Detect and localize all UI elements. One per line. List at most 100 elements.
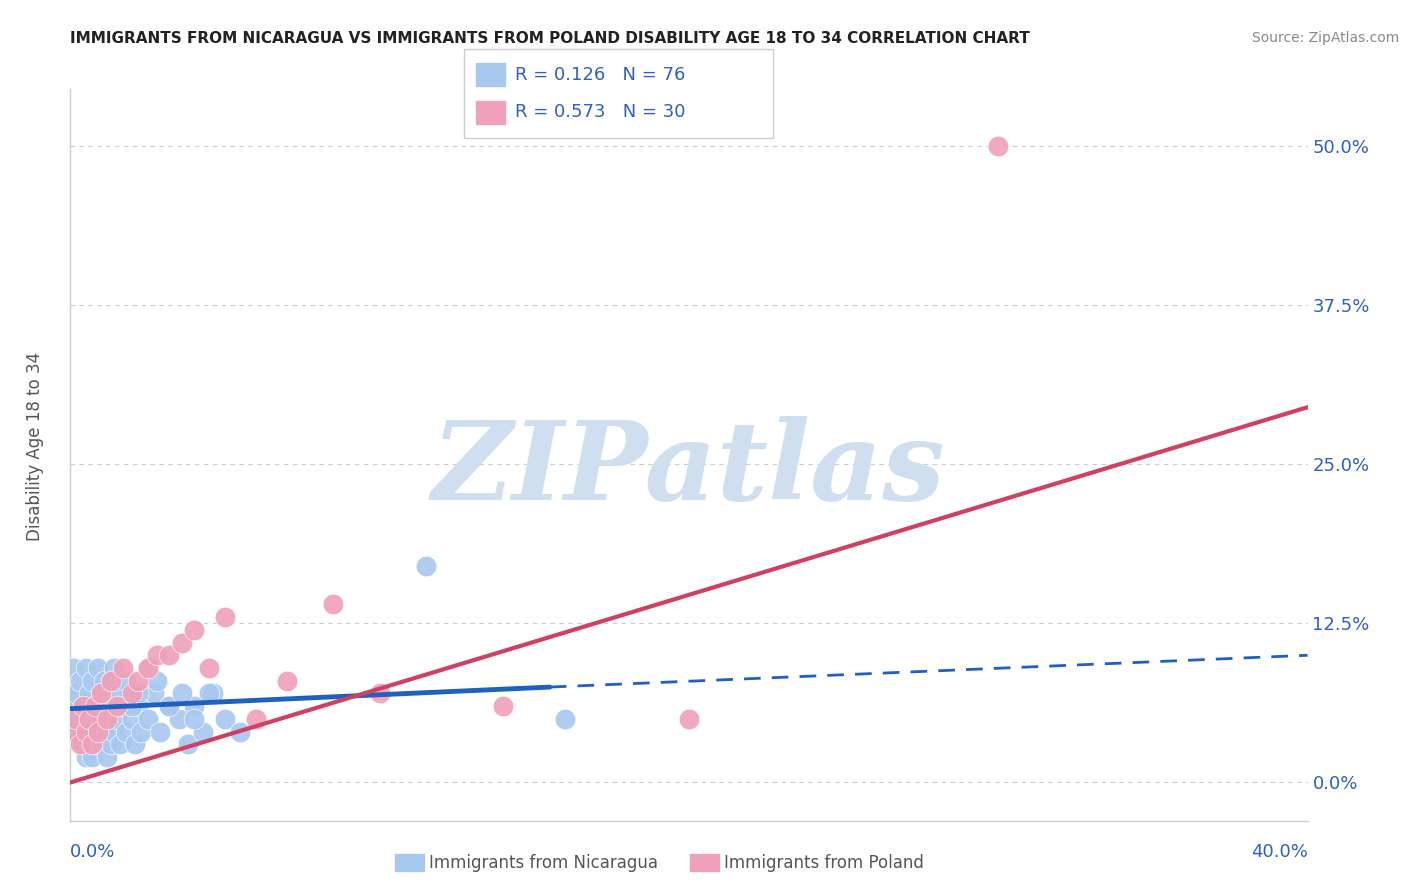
Point bbox=[415, 559, 437, 574]
Point bbox=[245, 712, 267, 726]
Point bbox=[170, 686, 193, 700]
Point bbox=[75, 724, 97, 739]
Point bbox=[146, 648, 169, 663]
Point bbox=[136, 712, 159, 726]
Point bbox=[72, 699, 94, 714]
Point bbox=[69, 724, 91, 739]
Point bbox=[105, 699, 128, 714]
Text: 40.0%: 40.0% bbox=[1251, 843, 1308, 861]
Point bbox=[322, 598, 344, 612]
Text: R = 0.126   N = 76: R = 0.126 N = 76 bbox=[515, 66, 685, 84]
Point bbox=[84, 737, 107, 751]
Point bbox=[93, 673, 115, 688]
Point bbox=[90, 699, 112, 714]
Point bbox=[103, 661, 125, 675]
Point bbox=[96, 712, 118, 726]
Point bbox=[62, 724, 84, 739]
Point bbox=[121, 699, 143, 714]
Point bbox=[84, 699, 107, 714]
Point bbox=[77, 737, 100, 751]
Point bbox=[65, 712, 87, 726]
Point bbox=[108, 686, 131, 700]
Point bbox=[93, 724, 115, 739]
Point bbox=[100, 673, 122, 688]
Point bbox=[492, 699, 515, 714]
Point bbox=[108, 737, 131, 751]
Point bbox=[90, 686, 112, 700]
Point bbox=[87, 661, 110, 675]
Point bbox=[77, 712, 100, 726]
Point bbox=[124, 737, 146, 751]
Point bbox=[167, 712, 190, 726]
Point bbox=[136, 661, 159, 675]
Point bbox=[103, 724, 125, 739]
Point bbox=[987, 139, 1010, 153]
Point bbox=[111, 699, 134, 714]
Point bbox=[183, 699, 205, 714]
Point bbox=[84, 699, 107, 714]
Point bbox=[554, 712, 576, 726]
Point bbox=[96, 750, 118, 764]
Point bbox=[96, 699, 118, 714]
Point bbox=[678, 712, 700, 726]
Point bbox=[276, 673, 298, 688]
Point bbox=[214, 712, 236, 726]
Point bbox=[87, 724, 110, 739]
Point bbox=[157, 648, 180, 663]
Point bbox=[75, 724, 97, 739]
Point bbox=[80, 737, 103, 751]
Point bbox=[80, 724, 103, 739]
Point bbox=[136, 661, 159, 675]
Point bbox=[105, 712, 128, 726]
Point bbox=[183, 623, 205, 637]
Point bbox=[69, 673, 91, 688]
Text: Immigrants from Nicaragua: Immigrants from Nicaragua bbox=[429, 854, 658, 871]
Point bbox=[229, 724, 252, 739]
Point bbox=[146, 673, 169, 688]
Point bbox=[69, 686, 91, 700]
Point bbox=[193, 724, 215, 739]
Point bbox=[90, 737, 112, 751]
Point bbox=[100, 699, 122, 714]
Point bbox=[177, 737, 200, 751]
Point bbox=[72, 686, 94, 700]
Point bbox=[62, 724, 84, 739]
Point bbox=[87, 724, 110, 739]
Point bbox=[368, 686, 391, 700]
Point bbox=[75, 750, 97, 764]
Point bbox=[65, 686, 87, 700]
Point bbox=[72, 737, 94, 751]
Point bbox=[72, 699, 94, 714]
Point bbox=[80, 673, 103, 688]
Point bbox=[170, 635, 193, 649]
Point bbox=[80, 686, 103, 700]
Point bbox=[90, 686, 112, 700]
Point bbox=[183, 712, 205, 726]
Point bbox=[149, 724, 172, 739]
Point bbox=[69, 737, 91, 751]
Point bbox=[80, 750, 103, 764]
Point bbox=[75, 661, 97, 675]
Point bbox=[127, 673, 149, 688]
Text: ZIPatlas: ZIPatlas bbox=[432, 416, 946, 524]
Point bbox=[131, 724, 153, 739]
Point bbox=[65, 712, 87, 726]
Point bbox=[75, 699, 97, 714]
Point bbox=[100, 737, 122, 751]
Point bbox=[127, 686, 149, 700]
Point bbox=[87, 673, 110, 688]
Point bbox=[201, 686, 224, 700]
Point bbox=[100, 673, 122, 688]
Point bbox=[84, 699, 107, 714]
Point bbox=[157, 699, 180, 714]
Point bbox=[214, 610, 236, 624]
Point bbox=[115, 673, 138, 688]
Point bbox=[121, 686, 143, 700]
Point bbox=[72, 712, 94, 726]
Text: Disability Age 18 to 34: Disability Age 18 to 34 bbox=[27, 351, 44, 541]
Point bbox=[96, 712, 118, 726]
Point bbox=[77, 686, 100, 700]
Point bbox=[65, 699, 87, 714]
Point bbox=[62, 661, 84, 675]
Point bbox=[115, 724, 138, 739]
